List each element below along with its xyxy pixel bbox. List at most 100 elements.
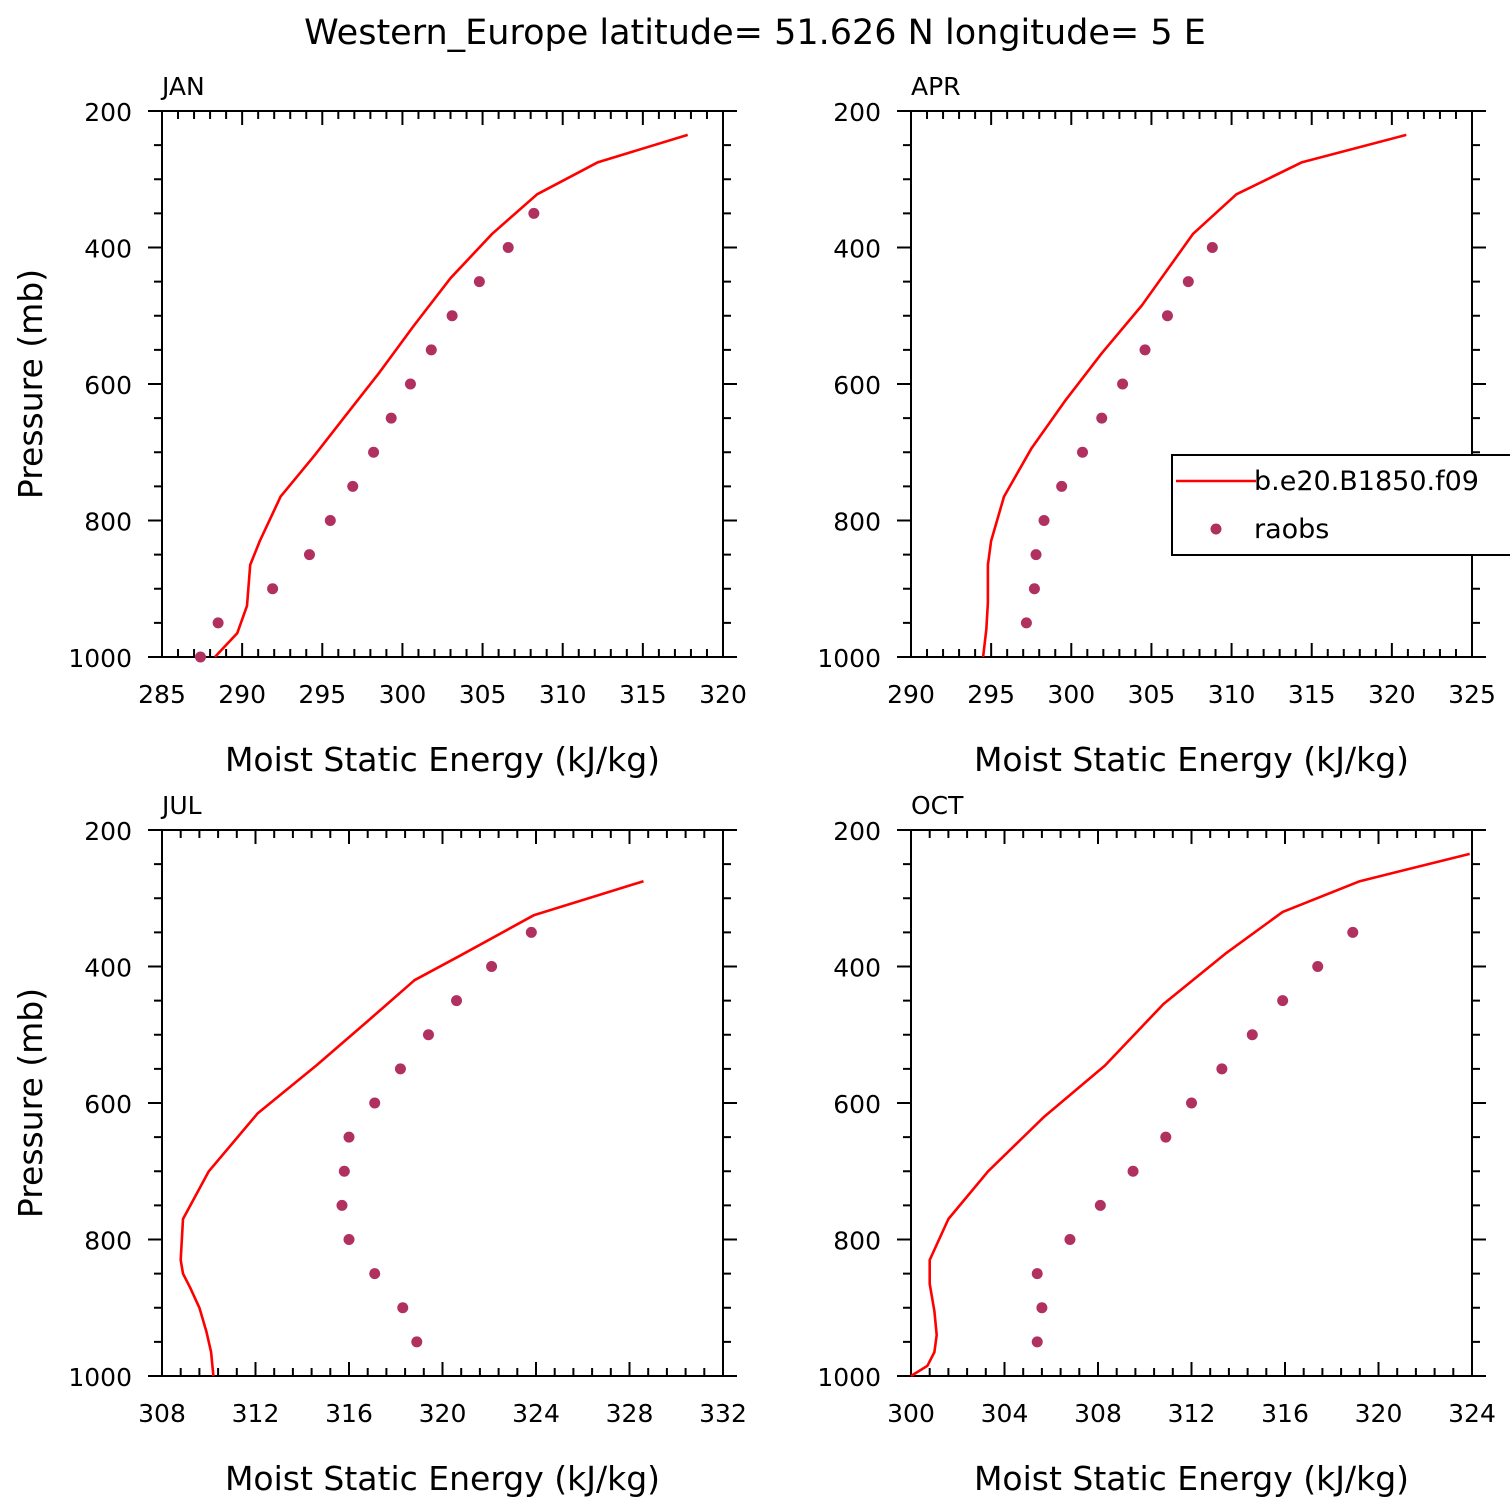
x-tick-label: 290 [218,680,266,709]
panel-label: OCT [911,791,964,820]
y-tick-label: 600 [833,1090,881,1119]
y-tick-label: 1000 [817,644,881,673]
y-axis-ticks [148,829,737,1377]
data-point-raobs [338,1165,350,1177]
data-point-raobs [1056,480,1068,492]
x-tick-label: 312 [232,1399,280,1428]
y-axis-label: Pressure (mb) [11,269,50,499]
data-point-raobs [451,995,463,1007]
data-point-raobs [1020,617,1032,629]
data-point-raobs [1028,583,1040,595]
data-point-raobs [1031,1268,1043,1280]
panel-apr: APR 290 295 300 305 310 315 320 325 200 400 600 800 1… [817,72,1495,779]
x-tick-label: 300 [1047,680,1095,709]
y-tick-label: 400 [84,954,132,983]
x-axis-ticks [161,830,724,1376]
y-axis-ticks [897,829,1486,1377]
y-tick-label: 1000 [68,644,132,673]
data-point-raobs [1139,344,1151,356]
data-point-raobs [1161,310,1173,322]
x-axis-ticks [910,111,1473,657]
x-tick-label: 304 [981,1399,1029,1428]
data-point-raobs [212,617,224,629]
data-point-raobs [1277,995,1289,1007]
series-points-raobs [1020,242,1218,629]
data-point-raobs [525,926,537,938]
series-line-model [179,879,644,1377]
x-tick-label: 310 [539,680,587,709]
panel-label: JUL [160,791,202,820]
y-tick-label: 400 [833,235,881,264]
y-tick-label: 400 [84,235,132,264]
x-tick-label: 312 [1168,1399,1216,1428]
x-tick-label: 320 [1368,680,1416,709]
data-point-raobs [1160,1131,1172,1143]
figure-title: Western_Europe latitude= 51.626 N longit… [304,13,1206,53]
x-axis-label: Moist Static Energy (kJ/kg) [225,740,660,779]
x-tick-label: 324 [1448,1399,1496,1428]
x-tick-label: 285 [138,680,186,709]
x-tick-label: 315 [619,680,667,709]
panels: JAN 285 290 295 300 305 310 315 320 200 400 600 800 1… [11,72,1510,1498]
x-tick-label: 316 [325,1399,373,1428]
legend-box [1171,454,1510,556]
x-tick-label: 305 [1128,680,1176,709]
x-tick-label: 308 [1074,1399,1122,1428]
x-tick-label: 316 [1261,1399,1309,1428]
data-point-raobs [528,207,540,219]
series-points-raobs [1031,926,1359,1348]
data-point-raobs [336,1199,348,1211]
data-point-raobs [1030,549,1042,561]
data-point-raobs [411,1336,423,1348]
x-tick-label: 332 [699,1399,747,1428]
data-point-raobs [422,1029,434,1041]
data-point-raobs [1038,515,1050,526]
y-axis-ticks [148,110,737,658]
data-point-raobs [1312,961,1324,972]
data-point-raobs [303,549,315,561]
data-point-raobs [486,961,498,972]
x-tick-label: 320 [1355,1399,1403,1428]
data-point-raobs [369,1097,381,1109]
data-point-raobs [347,480,359,492]
legend-label: raobs [1254,514,1329,545]
y-tick-label: 600 [833,371,881,400]
series-line-model [213,133,689,658]
data-point-raobs [1206,242,1218,253]
data-point-raobs [404,378,416,390]
x-tick-label: 290 [887,680,935,709]
panel-jan: JAN 285 290 295 300 305 310 315 320 200 400 600 800 1… [11,72,747,779]
data-point-raobs [385,412,397,424]
y-tick-label: 800 [833,508,881,537]
data-point-raobs [1117,378,1129,390]
y-axis-label: Pressure (mb) [11,988,50,1218]
x-tick-label: 300 [379,680,427,709]
x-tick-label: 325 [1448,680,1496,709]
data-point-raobs [502,242,514,253]
data-point-raobs [1031,1336,1043,1348]
data-point-raobs [1182,276,1194,288]
data-point-raobs [1077,446,1089,458]
series-line-model [981,133,1407,658]
data-point-raobs [194,651,206,663]
y-tick-label: 600 [84,1090,132,1119]
x-tick-label: 320 [699,680,747,709]
y-tick-label: 200 [84,817,132,846]
series-points-raobs [336,926,537,1348]
x-axis-label: Moist Static Energy (kJ/kg) [974,740,1409,779]
data-point-raobs [1036,1302,1048,1314]
x-tick-label: 324 [512,1399,560,1428]
x-tick-label: 310 [1208,680,1256,709]
legend-dot-swatch [1210,523,1222,535]
x-tick-label: 305 [459,680,507,709]
panel-oct: OCT 300 304 308 312 316 320 324 200 400 600 800 1000… [817,791,1495,1498]
x-tick-label: 328 [606,1399,654,1428]
data-point-raobs [1186,1097,1197,1109]
x-tick-label: 295 [298,680,346,709]
data-point-raobs [446,310,458,322]
legend: b.e20.B1850.f09 raobs [1171,454,1510,556]
y-tick-label: 800 [84,1227,132,1256]
panel-label: JAN [160,72,205,101]
